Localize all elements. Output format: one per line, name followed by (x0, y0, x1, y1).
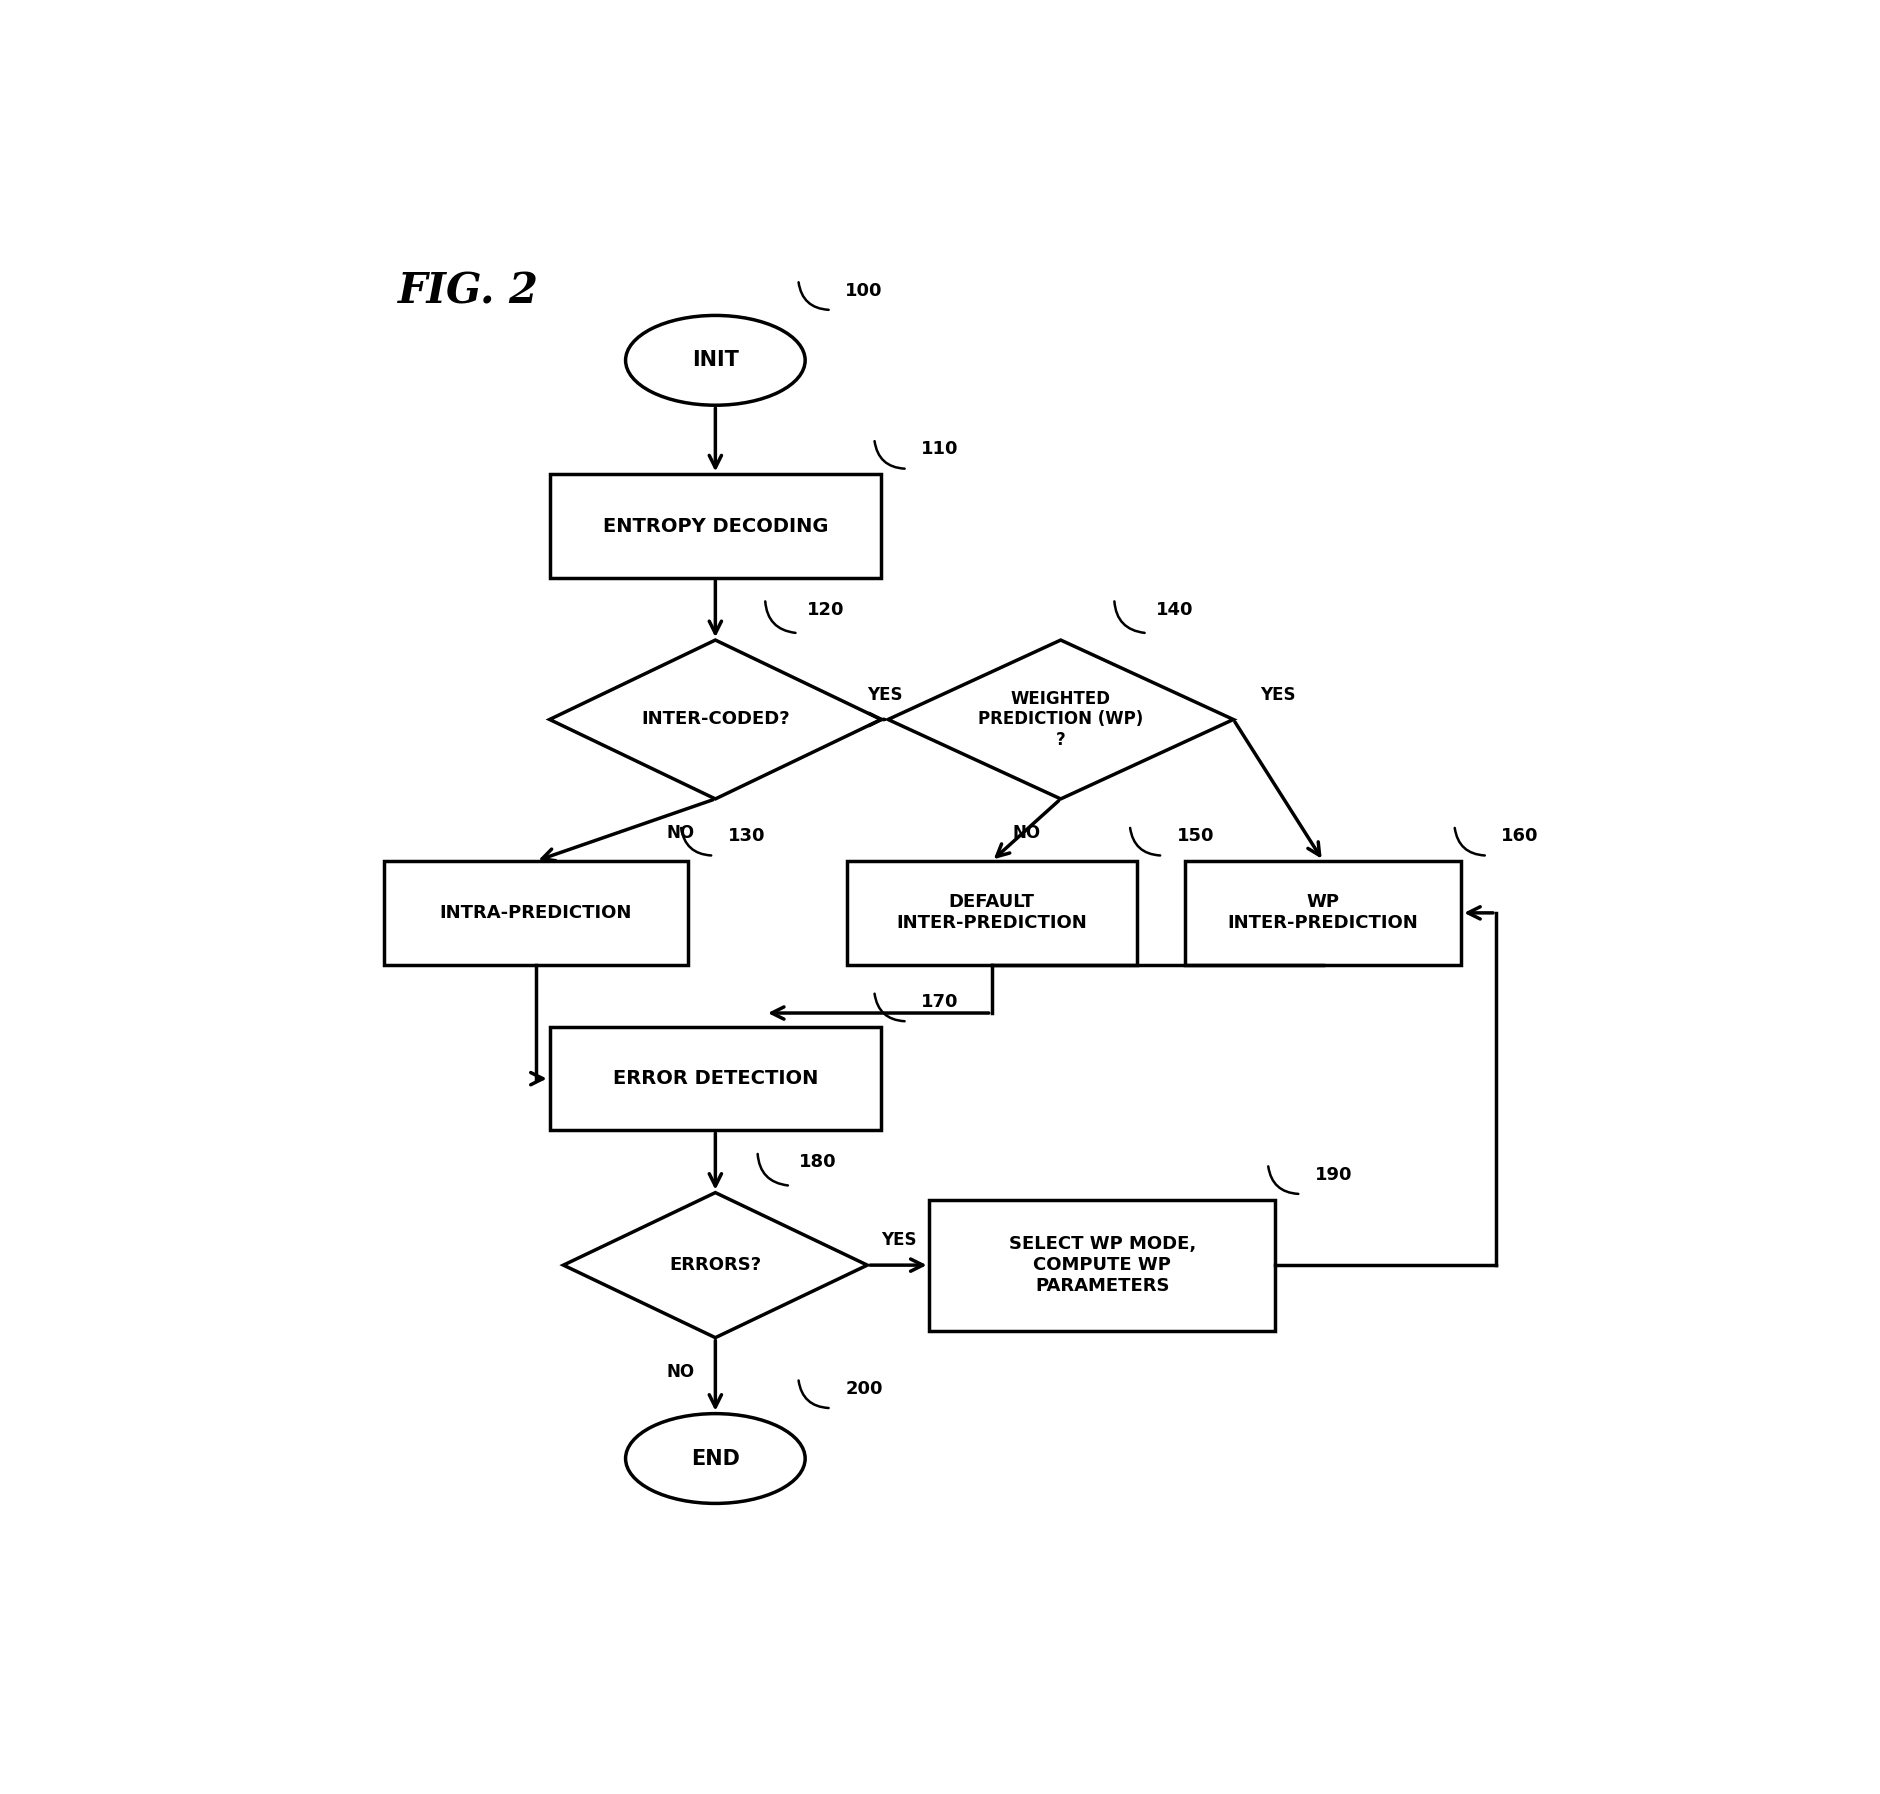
Text: YES: YES (880, 1231, 916, 1249)
Text: INTRA-PREDICTION: INTRA-PREDICTION (440, 904, 632, 922)
Text: YES: YES (1260, 685, 1295, 703)
Text: 150: 150 (1177, 827, 1214, 845)
Text: SELECT WP MODE,
COMPUTE WP
PARAMETERS: SELECT WP MODE, COMPUTE WP PARAMETERS (1008, 1236, 1196, 1295)
Bar (549, 474, 880, 578)
Text: INTER-CODED?: INTER-CODED? (641, 710, 790, 728)
Text: 200: 200 (844, 1380, 882, 1398)
Text: 140: 140 (1154, 601, 1192, 619)
Text: FIG. 2: FIG. 2 (397, 271, 538, 312)
Bar (549, 1026, 880, 1130)
Text: WP
INTER-PREDICTION: WP INTER-PREDICTION (1228, 893, 1418, 933)
Text: NO: NO (666, 825, 694, 843)
Bar (929, 1200, 1275, 1331)
Text: 130: 130 (728, 827, 765, 845)
Text: 180: 180 (799, 1154, 837, 1171)
Text: 110: 110 (921, 440, 959, 459)
Bar (384, 861, 688, 965)
Text: ERROR DETECTION: ERROR DETECTION (613, 1069, 818, 1089)
Text: NO: NO (666, 1363, 694, 1381)
Text: NO: NO (1011, 825, 1040, 843)
Text: 100: 100 (844, 282, 882, 300)
Text: 190: 190 (1314, 1166, 1352, 1184)
Text: YES: YES (867, 685, 902, 703)
Text: DEFAULT
INTER-PREDICTION: DEFAULT INTER-PREDICTION (895, 893, 1087, 933)
Text: END: END (690, 1448, 739, 1469)
Bar (846, 861, 1136, 965)
Text: INIT: INIT (692, 350, 739, 370)
Text: 120: 120 (807, 601, 844, 619)
Text: WEIGHTED
PREDICTION (WP)
?: WEIGHTED PREDICTION (WP) ? (978, 689, 1143, 750)
Bar (1184, 861, 1461, 965)
Text: ERRORS?: ERRORS? (669, 1256, 761, 1274)
Text: ENTROPY DECODING: ENTROPY DECODING (602, 517, 827, 536)
Text: 160: 160 (1500, 827, 1538, 845)
Text: 170: 170 (921, 992, 959, 1012)
